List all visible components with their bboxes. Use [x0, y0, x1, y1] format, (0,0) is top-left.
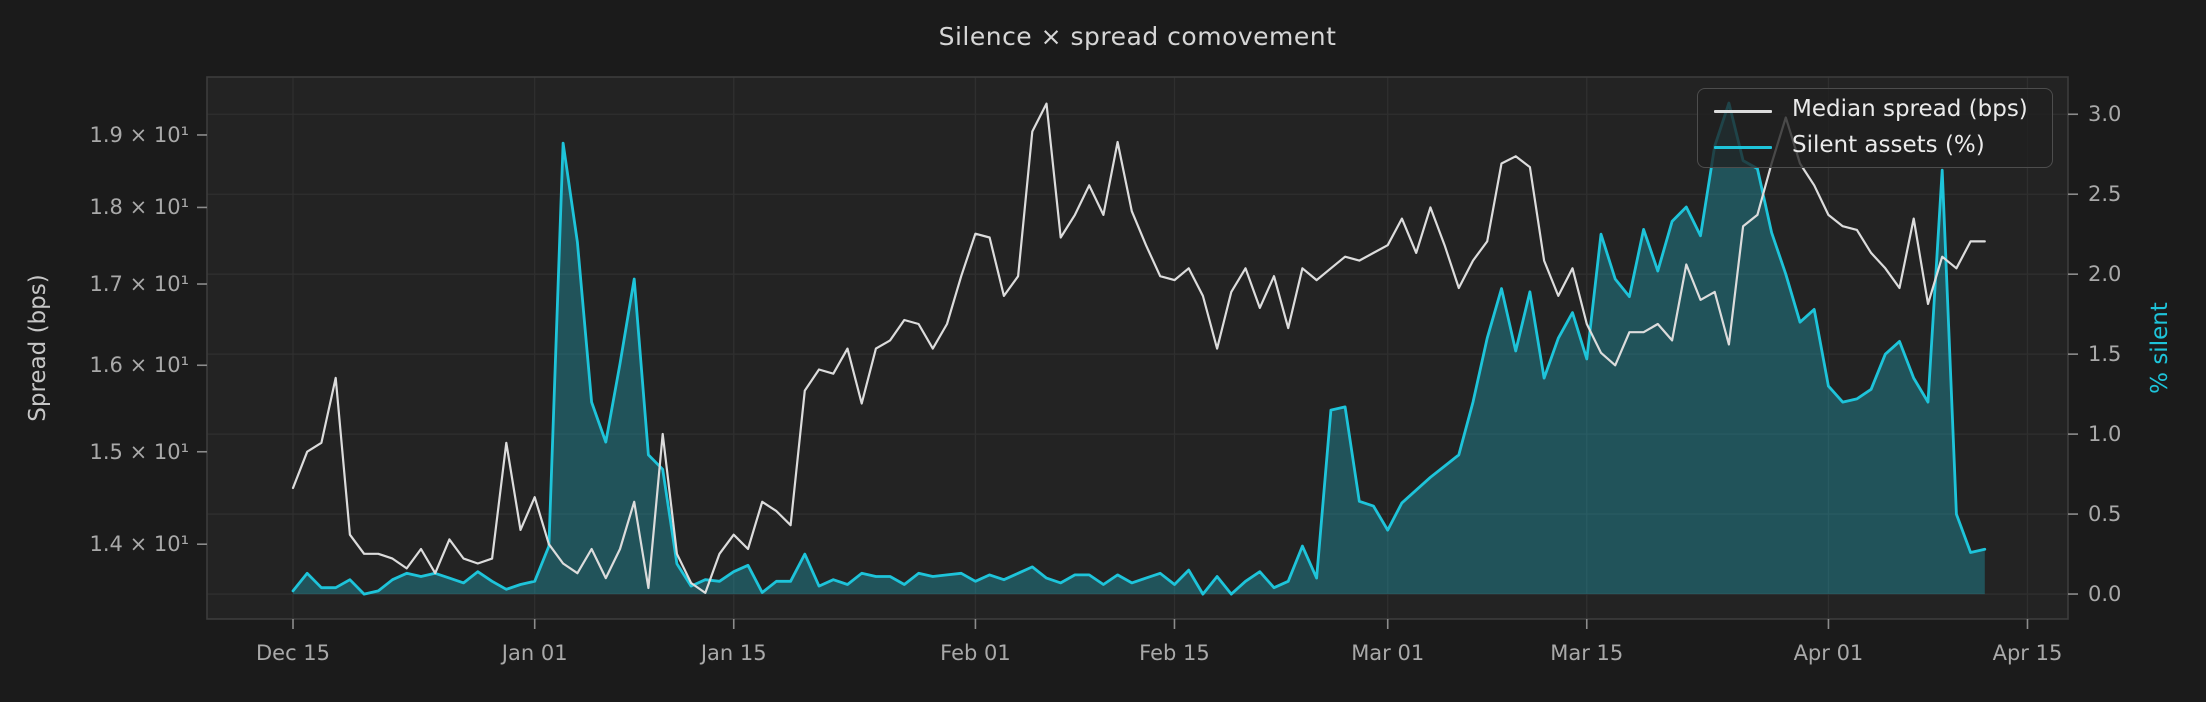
chart-title: Silence × spread comovement [938, 22, 1337, 51]
x-tick-label: Jan 15 [700, 641, 767, 665]
legend-entry-median-spread: Median spread (bps) [1698, 93, 2052, 129]
x-tick-label: Apr 01 [1793, 641, 1864, 665]
right-tick-label: 0.0 [2088, 582, 2122, 607]
x-tick-label: Apr 15 [1992, 641, 2063, 665]
legend-line-sample-silent [1714, 146, 1772, 149]
right-tick-label: 2.5 [2088, 182, 2122, 207]
left-tick-label: 1.6 × 10¹ [89, 353, 189, 378]
axes-spines [206, 76, 2069, 620]
x-tick-label: Mar 15 [1550, 641, 1624, 665]
left-tick-label: 1.9 × 10¹ [89, 122, 189, 147]
left-tick-label: 1.8 × 10¹ [89, 195, 189, 220]
right-tick-label: 0.5 [2088, 502, 2122, 527]
x-tick-label: Dec 15 [255, 641, 331, 665]
x-tick-label: Feb 15 [1139, 641, 1210, 665]
x-tick-label: Jan 01 [501, 641, 568, 665]
legend-entry-silent-assets: Silent assets (%) [1698, 129, 2052, 165]
x-tick-label: Mar 01 [1351, 641, 1425, 665]
right-tick-label: 2.0 [2088, 262, 2122, 287]
left-tick-label: 1.7 × 10¹ [89, 272, 189, 297]
right-tick-label: 1.0 [2088, 422, 2122, 447]
right-tick-label: 1.5 [2088, 342, 2122, 367]
left-tick-label: 1.4 × 10¹ [89, 532, 189, 557]
legend-label: Median spread (bps) [1792, 96, 2028, 122]
right-tick-label: 3.0 [2088, 102, 2122, 127]
silent-assets-line [291, 101, 1987, 596]
x-tick-label: Feb 01 [940, 641, 1011, 665]
median-spread-line [291, 102, 1986, 595]
left-tick-label: 1.5 × 10¹ [89, 439, 189, 464]
right-axis-label: % silent [2147, 302, 2173, 394]
silent-assets-area [293, 103, 1985, 595]
left-axis-label: Spread (bps) [25, 274, 51, 422]
legend: Median spread (bps) Silent assets (%) [1697, 88, 2053, 168]
legend-line-sample-spread [1714, 110, 1772, 113]
legend-label: Silent assets (%) [1792, 132, 1985, 158]
